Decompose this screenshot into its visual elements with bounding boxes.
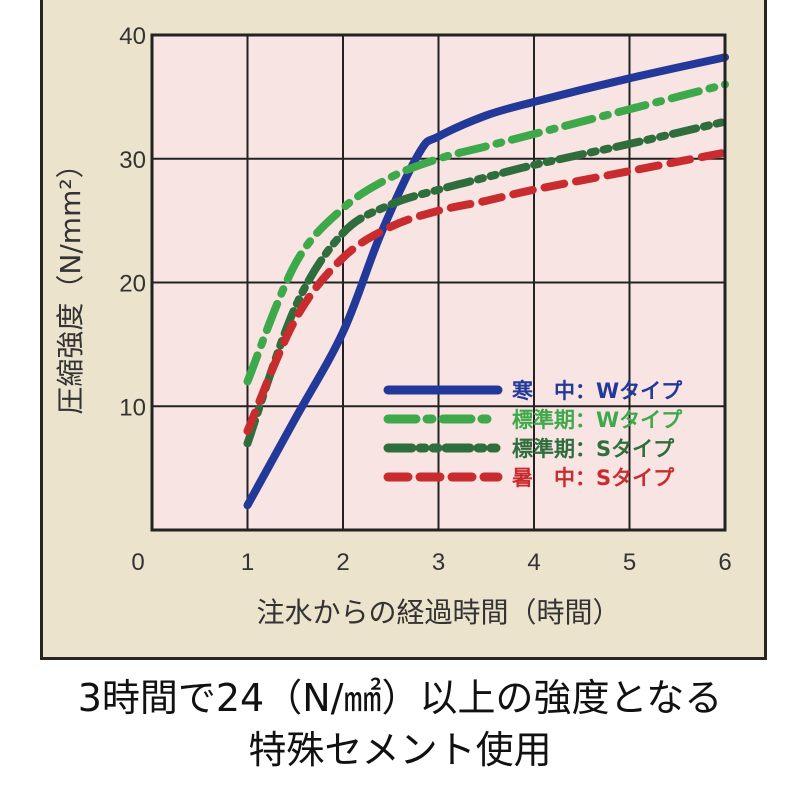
x-tick-label-3: 3: [432, 549, 445, 576]
caption: 3時間で24（N/㎟）以上の強度となる 特殊セメント使用: [0, 672, 800, 776]
line-chart: 0 1 2 3 4 5 6 10 20 30 40 注水からの経過時間（時間） 圧縮強度（N/mm²…: [54, 23, 732, 629]
series-line-1: [243, 80, 729, 386]
x-axis-title: 注水からの経過時間（時間）: [256, 596, 620, 629]
tick-labels: 0 1 2 3 4 5 6 10 20 30 40: [119, 23, 731, 576]
x-tick-label-0: 0: [131, 549, 144, 576]
series-line-0: [243, 53, 729, 510]
caption-line-2: 特殊セメント使用: [248, 728, 552, 772]
series-line-3: [243, 148, 729, 435]
y-tick-label-0: 10: [119, 394, 146, 421]
y-axis-title: 圧縮強度（N/mm²）: [54, 150, 87, 414]
series-layer: [243, 53, 729, 510]
caption-line-1: 3時間で24（N/㎟）以上の強度となる: [77, 676, 723, 720]
y-tick-label-1: 20: [119, 271, 146, 298]
x-tick-label-6: 6: [718, 549, 731, 576]
legend-label-0: 寒 中：Wタイプ: [512, 379, 683, 403]
plot-border: [150, 33, 727, 532]
x-tick-label-2: 2: [336, 549, 349, 576]
legend-label-2: 標準期：Sタイプ: [512, 437, 675, 461]
x-tick-label-5: 5: [623, 549, 636, 576]
legend-label-3: 暑 中：Sタイプ: [512, 466, 675, 490]
y-tick-label-2: 30: [119, 147, 146, 174]
x-tick-label-1: 1: [241, 549, 254, 576]
x-tick-label-4: 4: [527, 549, 540, 576]
legend-label-1: 標準期：Wタイプ: [512, 408, 683, 432]
y-tick-label-3: 40: [119, 23, 146, 50]
series-line-2: [243, 117, 729, 448]
